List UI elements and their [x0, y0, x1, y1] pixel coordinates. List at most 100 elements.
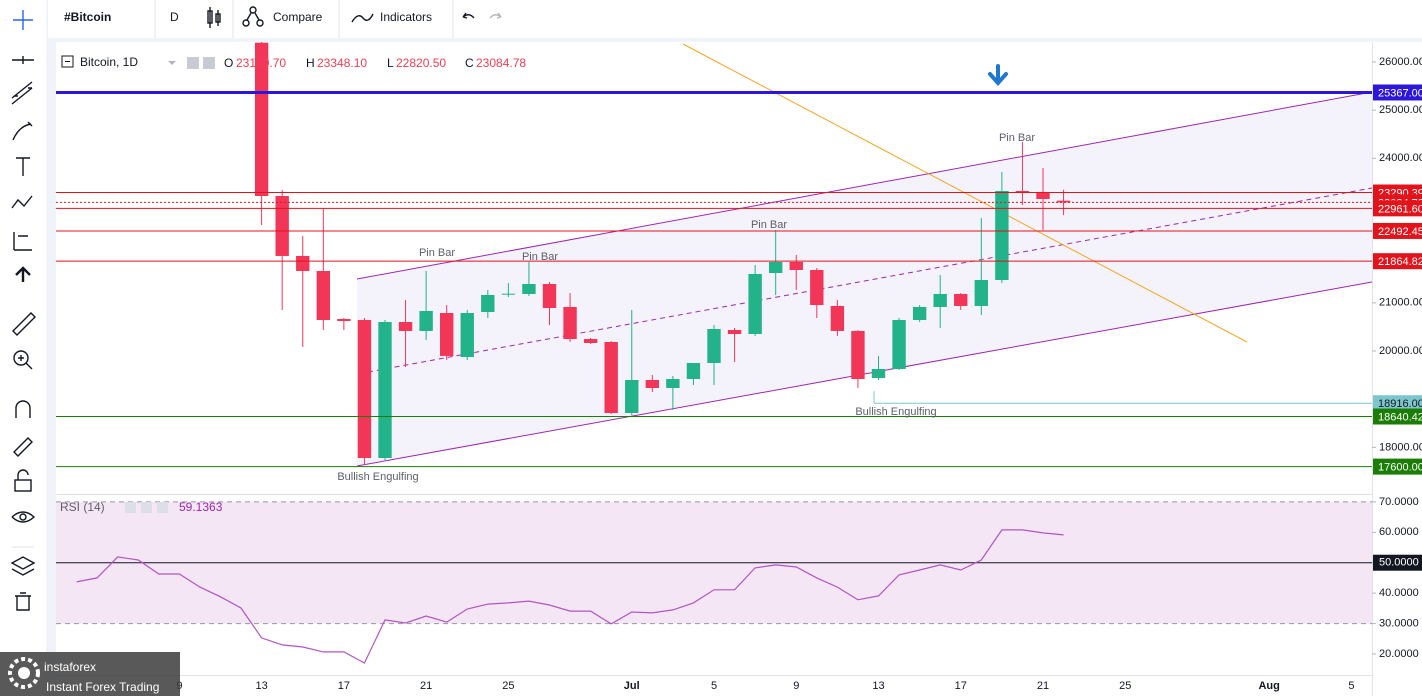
candle-type-icon[interactable]	[207, 7, 221, 28]
candle-body	[337, 318, 351, 321]
y2-tick-box	[1373, 554, 1422, 571]
watermark-logo	[18, 667, 30, 679]
y-tick-label: 25000.00	[1379, 104, 1422, 116]
candle-body	[1056, 200, 1071, 203]
annotation: Pin Bar	[751, 219, 787, 231]
candle-body	[440, 313, 454, 356]
candle-body	[254, 42, 269, 196]
candle-body	[954, 293, 968, 306]
candle-body	[398, 322, 413, 331]
x-tick-label: 13	[256, 680, 268, 692]
low-value: 22820.50	[396, 56, 446, 70]
open-label: O	[224, 56, 233, 70]
candle-body	[645, 380, 659, 389]
watermark-brand: instaforex	[44, 660, 96, 674]
y2-tick-label: 50.0000	[1379, 557, 1419, 569]
candle-body	[1036, 193, 1050, 199]
rsi-pane	[56, 501, 1372, 664]
annotation: Pin Bar	[419, 247, 455, 259]
tool-icons[interactable]	[10, 10, 36, 611]
symbol[interactable]: #Bitcoin	[64, 10, 111, 24]
indicators-icon[interactable]	[351, 13, 374, 23]
candle-body	[316, 270, 330, 320]
x-tick-label: Jul	[624, 680, 640, 692]
price-label: 21864.82	[1378, 256, 1422, 268]
collapse-icon[interactable]	[61, 55, 74, 68]
channel-middle	[367, 187, 1372, 373]
x-tick-label: 5	[1348, 680, 1354, 692]
candle-body	[892, 319, 906, 369]
candle-body	[522, 284, 536, 294]
candle-body	[748, 273, 762, 335]
annotation: Bullish Engulfing	[855, 406, 936, 418]
candle-body	[460, 313, 474, 357]
series-title: Bitcoin, 1D	[80, 55, 138, 69]
x-tick-label: 21	[1037, 680, 1049, 692]
price-label-box	[1373, 200, 1422, 217]
x-tick-label: 21	[420, 680, 432, 692]
interval[interactable]: D	[170, 10, 179, 24]
eye-icon[interactable]	[187, 57, 199, 69]
y-tick-label: 21000.00	[1379, 297, 1422, 309]
candle-body	[583, 339, 598, 344]
price-label: 17600.00	[1378, 462, 1422, 474]
compare-icon[interactable]	[242, 6, 264, 27]
indicators-button[interactable]: Indicators	[380, 10, 432, 24]
compare-button[interactable]: Compare	[273, 10, 323, 24]
y2-tick-label: 70.0000	[1379, 496, 1419, 508]
candle-body	[296, 255, 310, 271]
x-tick-label: 5	[711, 680, 717, 692]
price-label-box	[1373, 458, 1422, 475]
rsi-line	[76, 529, 1064, 664]
candle-body	[871, 368, 886, 378]
x-tick-label: 25	[1119, 680, 1131, 692]
x-tick-label: 17	[955, 680, 967, 692]
rsi-title: RSI (14)	[60, 500, 105, 514]
x-tick-label: 9	[793, 680, 799, 692]
axes: 25367.0023290.3923084.7822961.6022492.45…	[176, 56, 1422, 692]
candle-body	[789, 261, 803, 270]
high-label: H	[306, 56, 315, 70]
candle-body	[563, 306, 577, 340]
candle-body	[933, 293, 947, 307]
y-tick-label: 24000.00	[1379, 152, 1422, 164]
y-tick-label: 20000.00	[1379, 345, 1422, 357]
undo[interactable]	[462, 12, 475, 19]
candle-body	[666, 378, 680, 389]
close-value: 23084.78	[476, 56, 526, 70]
dropdown[interactable]	[168, 61, 176, 65]
price-label-box	[1373, 253, 1422, 270]
channel-upper	[356, 91, 1372, 280]
price-label: 22961.60	[1378, 203, 1422, 215]
annotation: Bullish Engulfing	[337, 471, 418, 483]
top-toolbar	[48, 0, 1422, 38]
close-label: C	[465, 56, 474, 70]
x-tick-label: Aug	[1258, 680, 1279, 692]
eye-icon[interactable]	[125, 502, 136, 513]
settings-icon[interactable]	[203, 57, 215, 69]
candle-body	[727, 330, 742, 335]
candle-body	[912, 306, 927, 320]
close-icon[interactable]	[157, 502, 168, 513]
price-label-box	[1373, 408, 1422, 425]
y2-tick-label: 60.0000	[1379, 526, 1419, 538]
x-tick-label: 17	[338, 680, 350, 692]
candle-body	[995, 190, 1009, 281]
candle-body	[481, 294, 495, 312]
candle-body	[810, 269, 824, 306]
price-label-box	[1373, 395, 1422, 412]
candle-body	[604, 342, 618, 414]
price-pane: Pin Bar Pin Bar Pin Bar Pin Bar Bullish Engu…	[56, 42, 1372, 483]
candle-body	[501, 293, 516, 295]
candle-body	[275, 195, 289, 256]
y2-tick-label: 30.0000	[1379, 617, 1419, 629]
annotation: Pin Bar	[999, 132, 1035, 144]
rsi-value: 59.1363	[179, 500, 223, 514]
y2-tick-label: 20.0000	[1379, 648, 1419, 660]
candle-body	[357, 319, 372, 458]
redo[interactable]	[489, 12, 502, 19]
settings-icon[interactable]	[141, 502, 152, 513]
price-label: 18916.00	[1378, 398, 1422, 410]
open-value: 23120.70	[236, 56, 286, 70]
